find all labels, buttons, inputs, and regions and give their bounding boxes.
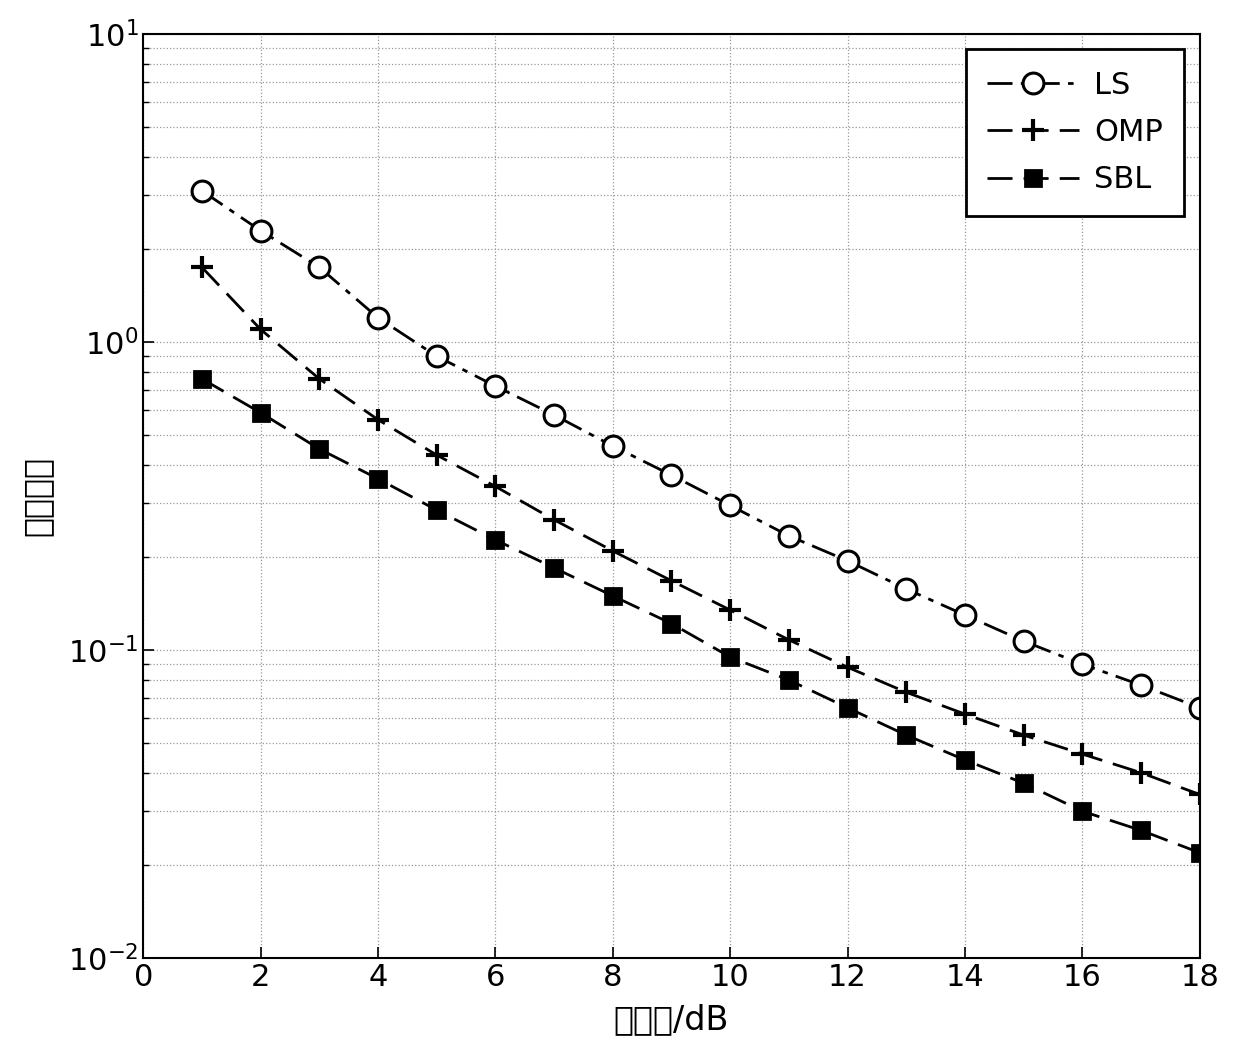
LS [957, 609, 972, 622]
LS [311, 261, 326, 274]
SBL [371, 472, 386, 485]
SBL [781, 673, 796, 686]
X-axis label: 信噪比/dB: 信噪比/dB [614, 1003, 729, 1036]
LS [1075, 657, 1090, 670]
LS [899, 582, 914, 595]
OMP [429, 448, 444, 461]
SBL [253, 406, 268, 419]
OMP [311, 372, 326, 385]
SBL [841, 702, 856, 715]
SBL [899, 728, 914, 741]
LS [487, 379, 502, 392]
SBL [1075, 804, 1090, 817]
LS [1193, 702, 1208, 715]
SBL [547, 561, 562, 574]
LS [781, 530, 796, 542]
OMP [605, 544, 620, 557]
LS [841, 555, 856, 568]
LS [1017, 635, 1032, 648]
Line: LS: LS [191, 181, 1210, 718]
SBL [723, 651, 738, 664]
SBL [957, 754, 972, 766]
OMP [1075, 747, 1090, 760]
LS [723, 499, 738, 512]
OMP [1193, 789, 1208, 801]
OMP [899, 686, 914, 699]
OMP [1017, 728, 1032, 741]
Line: SBL: SBL [195, 371, 1208, 860]
OMP [487, 480, 502, 493]
LS [371, 312, 386, 324]
Line: OMP: OMP [191, 256, 1210, 805]
OMP [1133, 766, 1148, 779]
SBL [487, 534, 502, 546]
SBL [605, 590, 620, 602]
OMP [253, 323, 268, 336]
SBL [311, 443, 326, 456]
OMP [781, 633, 796, 646]
SBL [429, 504, 444, 517]
Legend: LS, OMP, SBL: LS, OMP, SBL [966, 50, 1184, 216]
LS [195, 184, 210, 197]
LS [253, 224, 268, 237]
SBL [195, 372, 210, 385]
Y-axis label: 均方误差: 均方误差 [21, 457, 53, 536]
SBL [1017, 777, 1032, 790]
OMP [547, 514, 562, 526]
OMP [195, 261, 210, 274]
OMP [665, 574, 680, 587]
OMP [371, 413, 386, 426]
SBL [1133, 824, 1148, 837]
LS [1133, 679, 1148, 691]
LS [429, 350, 444, 363]
OMP [841, 661, 856, 673]
SBL [1193, 847, 1208, 859]
SBL [665, 617, 680, 630]
LS [547, 409, 562, 422]
OMP [957, 708, 972, 721]
LS [665, 469, 680, 482]
LS [605, 440, 620, 452]
OMP [723, 604, 738, 616]
